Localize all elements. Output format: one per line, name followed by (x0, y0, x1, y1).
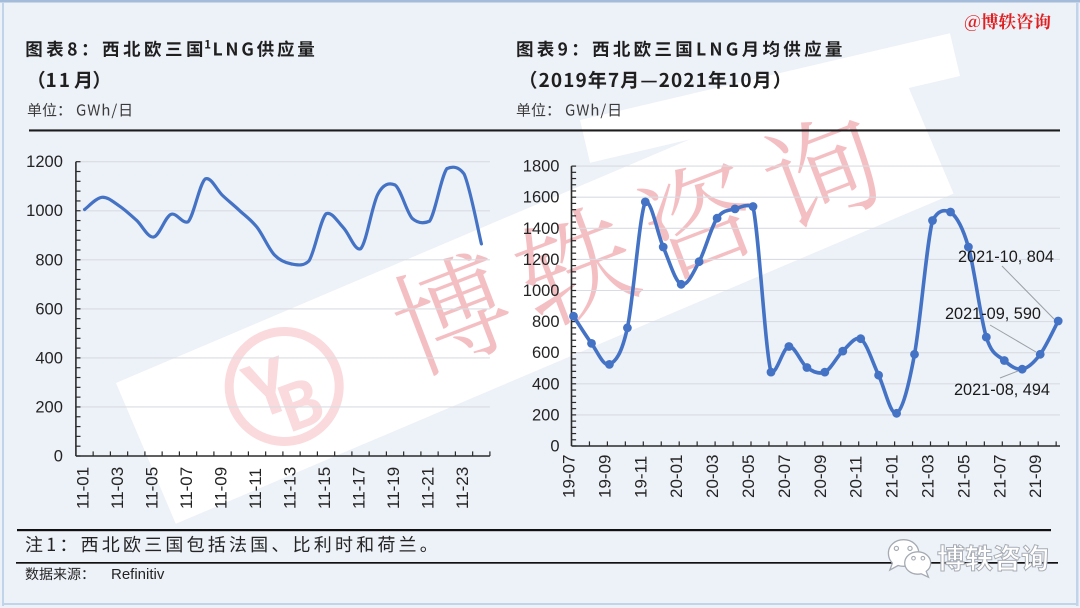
svg-text:11-11: 11-11 (246, 468, 265, 509)
svg-text:20-09: 20-09 (811, 455, 830, 498)
svg-text:1000: 1000 (26, 202, 63, 220)
svg-text:1200: 1200 (523, 251, 560, 269)
svg-text:11-17: 11-17 (350, 467, 369, 509)
svg-text:21-07: 21-07 (990, 455, 1009, 498)
svg-text:800: 800 (532, 313, 560, 331)
svg-text:19-09: 19-09 (595, 455, 614, 498)
svg-text:20-07: 20-07 (775, 455, 794, 498)
svg-text:20-05: 20-05 (739, 455, 758, 498)
svg-text:400: 400 (35, 349, 63, 367)
svg-text:11-09: 11-09 (212, 467, 231, 509)
svg-text:2021-10, 804: 2021-10, 804 (958, 248, 1054, 266)
svg-text:21-05: 21-05 (954, 455, 973, 498)
svg-text:11-19: 11-19 (384, 467, 403, 509)
svg-text:200: 200 (35, 398, 63, 416)
svg-text:11-05: 11-05 (143, 467, 162, 509)
svg-text:11-13: 11-13 (281, 467, 300, 509)
svg-text:800: 800 (35, 251, 63, 269)
svg-text:400: 400 (532, 375, 560, 393)
svg-text:21-03: 21-03 (919, 455, 938, 498)
svg-text:2021-09, 590: 2021-09, 590 (945, 305, 1041, 323)
svg-text:21-09: 21-09 (1026, 455, 1045, 498)
svg-text:Refinitiv: Refinitiv (111, 566, 165, 583)
svg-text:600: 600 (532, 344, 560, 362)
svg-text:1800: 1800 (523, 158, 560, 176)
svg-text:200: 200 (532, 406, 560, 424)
svg-text:11-23: 11-23 (453, 467, 472, 509)
svg-text:11-21: 11-21 (419, 467, 438, 509)
svg-text:20-11: 20-11 (847, 456, 866, 498)
svg-text:11-03: 11-03 (108, 467, 127, 509)
svg-text:11-15: 11-15 (315, 467, 334, 509)
svg-text:11-07: 11-07 (177, 467, 196, 509)
svg-text:1200: 1200 (26, 153, 63, 171)
svg-text:1600: 1600 (523, 189, 560, 207)
svg-text:19-07: 19-07 (560, 455, 579, 498)
svg-text:20-01: 20-01 (667, 455, 686, 498)
svg-text:11-01: 11-01 (74, 467, 93, 509)
svg-text:0: 0 (54, 448, 63, 466)
svg-text:21-01: 21-01 (883, 455, 902, 498)
svg-text:2021-08, 494: 2021-08, 494 (954, 381, 1050, 399)
svg-text:1400: 1400 (523, 220, 560, 238)
svg-text:600: 600 (35, 300, 63, 318)
svg-text:1000: 1000 (523, 282, 560, 300)
svg-text:19-11: 19-11 (631, 456, 650, 498)
svg-text:0: 0 (550, 438, 559, 456)
svg-text:20-03: 20-03 (703, 455, 722, 498)
